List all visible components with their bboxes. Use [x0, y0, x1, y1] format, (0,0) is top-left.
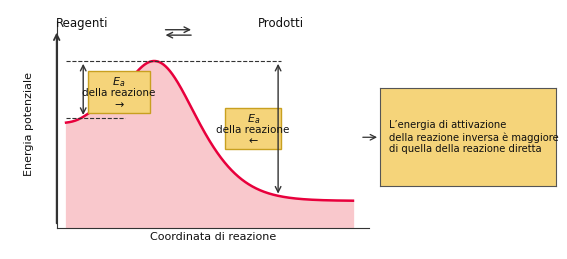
Text: L’energia di attivazione
della reazione inversa è maggiore
di quella della reazi: L’energia di attivazione della reazione … — [389, 120, 558, 154]
Text: Prodotti: Prodotti — [258, 17, 304, 30]
Text: →: → — [115, 100, 124, 110]
Text: Energia potenziale: Energia potenziale — [24, 72, 33, 176]
X-axis label: Coordinata di reazione: Coordinata di reazione — [150, 232, 276, 242]
FancyBboxPatch shape — [225, 108, 281, 149]
Text: ←: ← — [248, 136, 258, 146]
FancyBboxPatch shape — [88, 71, 150, 113]
Text: $E_a$: $E_a$ — [247, 112, 260, 126]
Text: della reazione: della reazione — [82, 88, 156, 98]
Text: $E_a$: $E_a$ — [112, 75, 126, 89]
Text: della reazione: della reazione — [217, 125, 290, 134]
Text: Reagenti: Reagenti — [56, 17, 108, 30]
